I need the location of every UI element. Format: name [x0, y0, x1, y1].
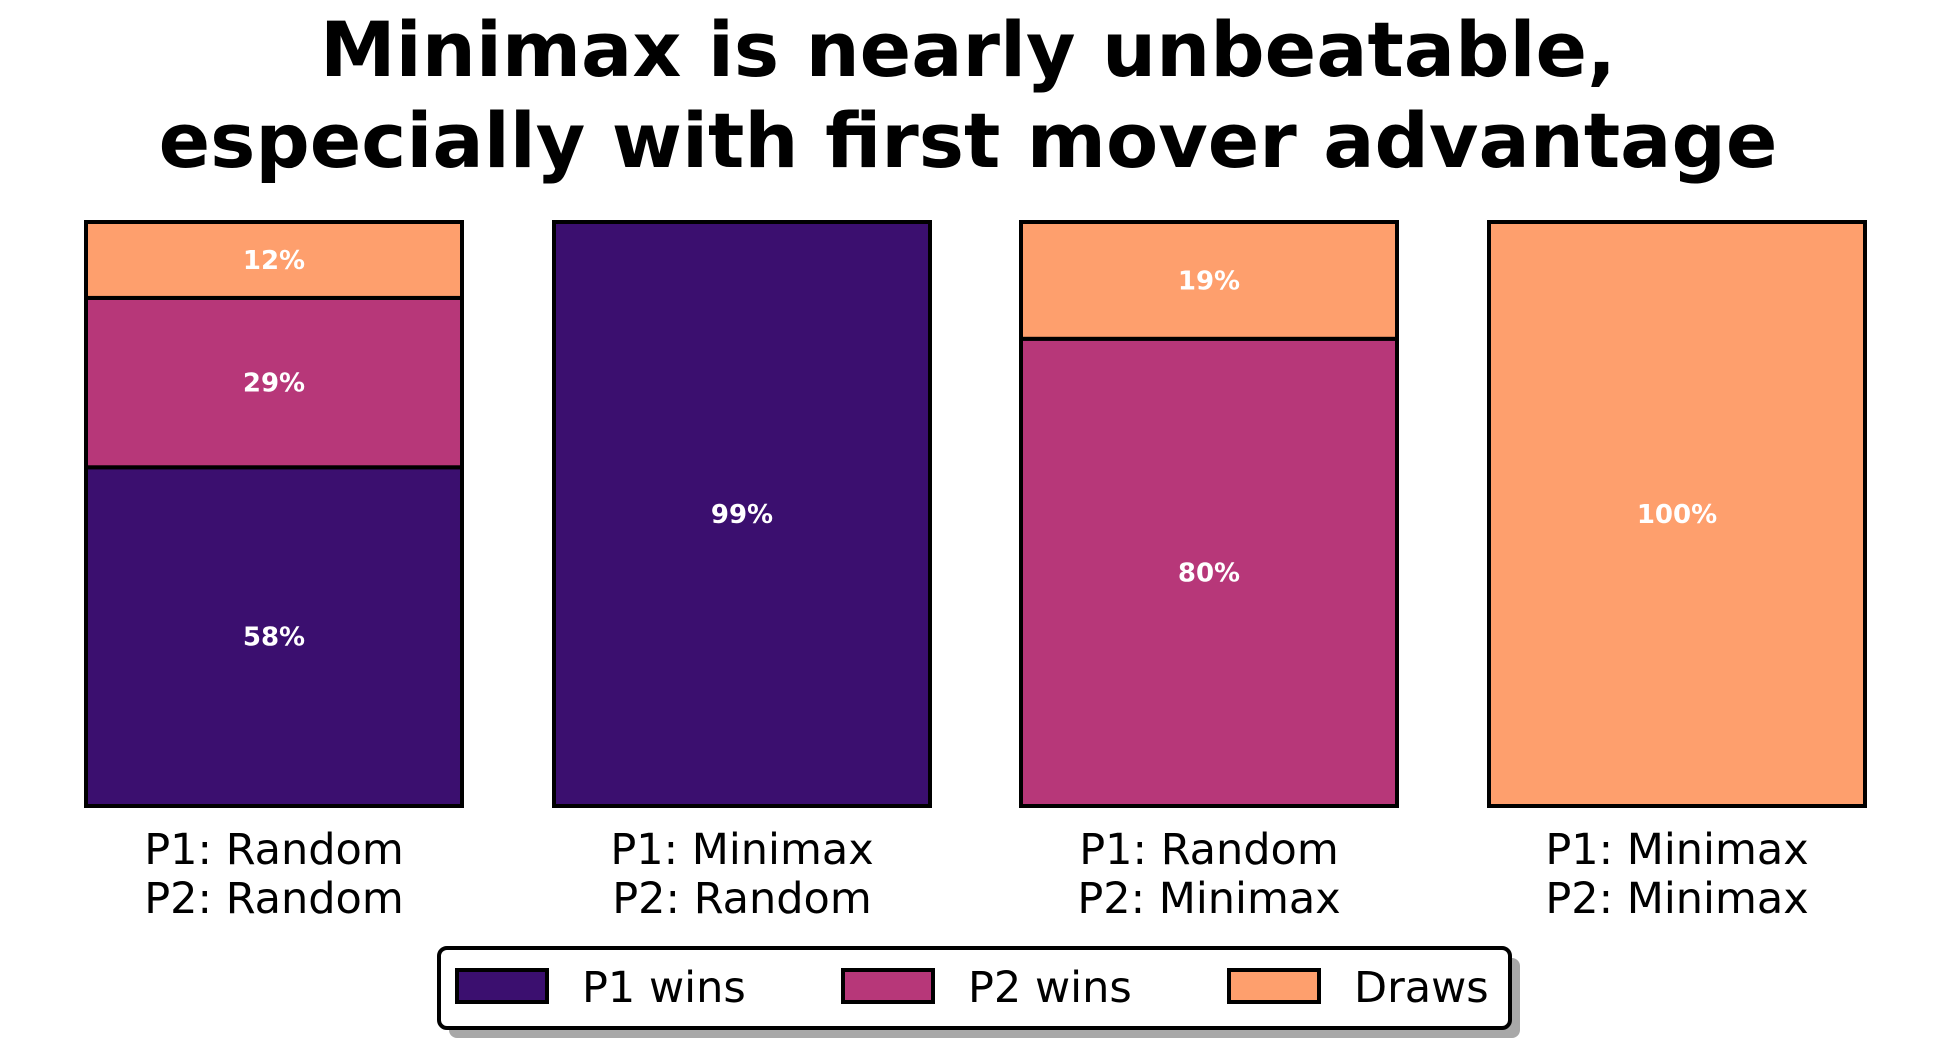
data-label: 99%	[711, 500, 773, 530]
bar-group-1: 58% 29% 12%	[84, 220, 464, 808]
chart-title-line-1: Minimax is nearly unbeatable,	[320, 5, 1616, 94]
data-label: 100%	[1637, 500, 1717, 530]
x-tick-label: P1: Minimax	[1545, 825, 1808, 875]
chart-title: Minimax is nearly unbeatable,especially …	[159, 5, 1778, 185]
bar-segment-draws	[1019, 220, 1399, 341]
data-label: 12%	[243, 246, 305, 276]
x-tick-label: P2: Random	[612, 874, 871, 924]
chart-title-line-2: especially with first mover advantage	[159, 96, 1778, 185]
bars: 58% 29% 12% 99% 80% 19% 100%	[84, 220, 1867, 808]
data-label: 58%	[243, 623, 305, 653]
bar-frame	[1019, 220, 1399, 808]
legend-label: P1 wins	[582, 963, 746, 1013]
data-label: 29%	[243, 369, 305, 399]
legend-label: P2 wins	[968, 963, 1132, 1013]
legend-swatch	[841, 968, 935, 1004]
x-tick-label: P1: Random	[144, 825, 403, 875]
bar-segment-p2-wins	[1019, 336, 1399, 808]
bar-segment-p2-wins	[84, 295, 464, 470]
data-label: 19%	[1178, 266, 1240, 296]
bar-frame	[1487, 220, 1867, 808]
bar-group-4: 100%	[1487, 220, 1867, 808]
x-tick-label: P2: Random	[144, 874, 403, 924]
legend-item-p2-wins: P2 wins	[841, 963, 1132, 1013]
bar-segment-p1-wins	[84, 465, 464, 808]
x-tick-label: P1: Random	[1079, 825, 1338, 875]
legend-item-p1-wins: P1 wins	[455, 963, 746, 1013]
bar-frame	[84, 220, 464, 808]
x-tick-label: P1: Minimax	[610, 825, 873, 875]
bar-frame	[552, 220, 932, 808]
legend-swatch	[455, 968, 549, 1004]
x-tick-label: P2: Minimax	[1077, 874, 1340, 924]
x-tick-label: P2: Minimax	[1545, 874, 1808, 924]
legend-label: Draws	[1354, 963, 1489, 1013]
bar-segment-draws	[1487, 220, 1867, 808]
legend-item-draws: Draws	[1227, 963, 1489, 1013]
legend-swatch	[1227, 968, 1321, 1004]
data-label: 80%	[1178, 558, 1240, 588]
bar-group-3: 80% 19%	[1019, 220, 1399, 808]
bar-group-2: 99%	[552, 220, 932, 808]
legend: P1 wins P2 wins Draws	[437, 946, 1520, 1038]
